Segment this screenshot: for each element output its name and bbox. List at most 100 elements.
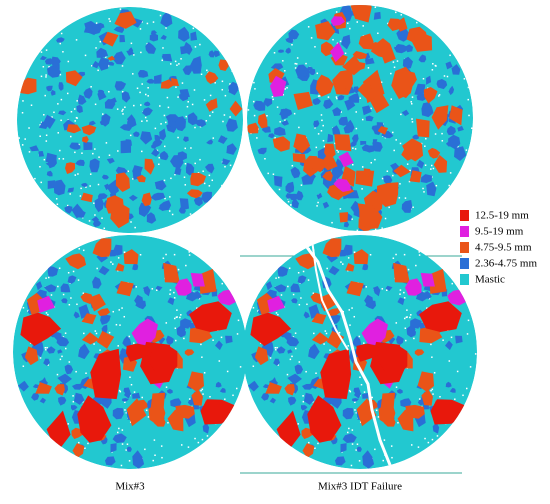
aggregate [377,344,408,376]
aggregate [370,42,383,52]
void [110,261,112,263]
void [312,292,315,294]
void [165,386,168,388]
void [128,460,131,462]
void [96,267,98,270]
void [406,163,409,165]
void [75,116,78,119]
void [297,423,299,425]
void [318,95,321,97]
void [221,88,224,91]
aggregate [104,183,110,191]
void [200,343,202,346]
aggregate [295,253,317,270]
void [174,327,177,329]
aggregate [73,311,80,319]
aggregate [352,398,359,402]
void [422,77,425,80]
aggregate [316,193,323,200]
void [209,94,212,97]
aggregate [351,134,359,143]
void [465,149,468,151]
void [62,293,65,296]
aggregate [24,346,39,366]
aggregate [184,349,195,356]
void [145,409,148,412]
aggregate [360,140,367,146]
void [67,272,70,274]
void [351,218,353,220]
void [220,336,223,339]
void [194,46,197,48]
void [144,448,146,451]
void [221,80,224,83]
void [141,21,143,23]
void [107,65,110,67]
void [208,185,211,187]
void [399,183,401,185]
aggregate [50,89,56,96]
void [120,464,123,467]
void [90,85,92,88]
aggregate [37,295,55,313]
aggregate [83,141,93,151]
void [425,137,427,140]
void [211,111,214,113]
void [463,78,466,80]
aggregate [56,37,65,43]
aggregate [160,11,173,28]
void [83,332,85,335]
aggregate [110,203,130,229]
void [175,339,177,342]
void [439,396,441,398]
aggregate [159,128,167,141]
aggregate [373,11,381,20]
aggregate [90,348,122,400]
void [387,22,389,25]
void [65,347,67,350]
aggregate [254,346,269,366]
void [232,394,234,397]
void [321,119,323,122]
void [326,267,328,270]
void [61,355,63,358]
void [39,165,41,168]
void [60,119,62,122]
void [199,158,201,161]
void [95,47,97,49]
aggregate [288,396,297,406]
aggregate [166,388,173,394]
aggregate [142,107,153,117]
void [370,161,372,164]
void [457,145,459,148]
void [122,108,124,111]
void [59,358,62,361]
void [400,14,403,16]
aggregate [268,133,275,139]
aggregate [66,124,82,134]
void [62,336,65,338]
void [391,456,393,459]
aggregate [83,87,93,99]
void [430,168,432,170]
void [271,96,274,98]
aggregate [199,268,217,294]
aggregate [411,32,433,52]
aggregate [122,398,129,402]
aggregate [76,209,86,218]
void [409,316,411,319]
aggregate [420,174,432,183]
aggregate [365,57,375,65]
void [188,251,190,253]
aggregate [302,443,315,459]
void [297,272,300,274]
void [132,178,134,180]
panel-label: Mix#3 IDT Failure [318,481,402,493]
aggregate [448,85,455,96]
void [336,149,338,151]
aggregate [167,297,175,306]
aggregate [311,313,327,325]
void [59,149,61,152]
aggregate [100,436,108,445]
void [300,297,302,299]
